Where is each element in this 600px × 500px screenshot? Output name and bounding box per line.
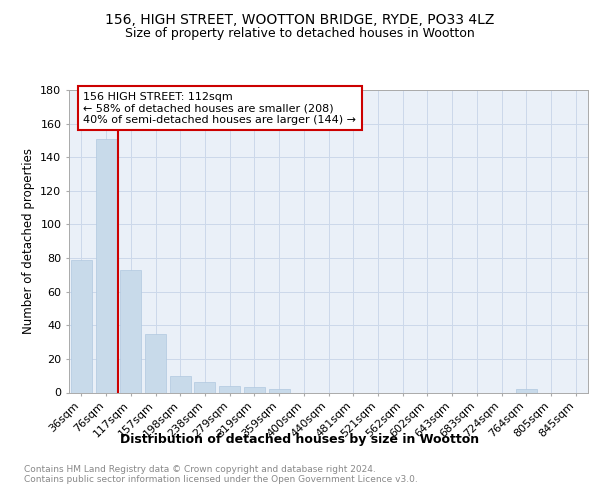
Text: 156 HIGH STREET: 112sqm
← 58% of detached houses are smaller (208)
40% of semi-d: 156 HIGH STREET: 112sqm ← 58% of detache…: [83, 92, 356, 125]
Text: 156, HIGH STREET, WOOTTON BRIDGE, RYDE, PO33 4LZ: 156, HIGH STREET, WOOTTON BRIDGE, RYDE, …: [106, 12, 494, 26]
Bar: [516, 389, 537, 392]
Bar: [71, 260, 92, 392]
Text: Distribution of detached houses by size in Wootton: Distribution of detached houses by size …: [121, 432, 479, 446]
Bar: [145, 334, 166, 392]
Text: Size of property relative to detached houses in Wootton: Size of property relative to detached ho…: [125, 28, 475, 40]
Bar: [244, 388, 265, 392]
Bar: [120, 270, 141, 392]
Bar: [170, 376, 191, 392]
Bar: [194, 382, 215, 392]
Bar: [95, 138, 116, 392]
Y-axis label: Number of detached properties: Number of detached properties: [22, 148, 35, 334]
Bar: [269, 389, 290, 392]
Text: Contains HM Land Registry data © Crown copyright and database right 2024.
Contai: Contains HM Land Registry data © Crown c…: [24, 465, 418, 484]
Bar: [219, 386, 240, 392]
